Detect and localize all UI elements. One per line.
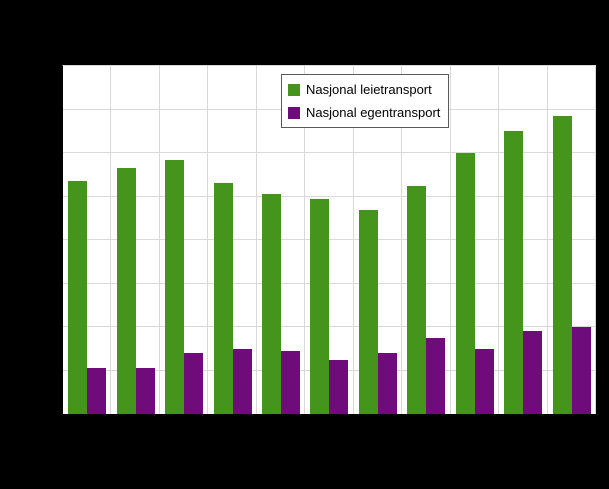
gridline-vertical	[304, 66, 306, 414]
bar-leietransport	[310, 198, 330, 414]
bar-series-container	[63, 66, 596, 414]
bar-group	[63, 66, 111, 414]
bar-group	[208, 66, 256, 414]
bar-group	[451, 66, 499, 414]
gridline-horizontal	[63, 195, 596, 197]
gridline-horizontal	[63, 326, 596, 327]
bar-egentransport	[232, 348, 252, 414]
legend-item-leietransport: Nasjonal leietransport	[288, 78, 440, 101]
legend-swatch-egentransport	[288, 106, 300, 119]
bar-leietransport	[213, 183, 233, 414]
gridline-vertical	[449, 66, 451, 414]
bar-leietransport	[552, 116, 572, 414]
gridline-vertical	[498, 66, 500, 414]
gridline-vertical	[352, 66, 354, 414]
gridline-horizontal	[63, 282, 596, 284]
legend-label-leietransport: Nasjonal leietransport	[306, 82, 432, 97]
bar-leietransport	[455, 153, 475, 414]
bar-leietransport	[504, 131, 524, 414]
bar-egentransport	[87, 368, 107, 414]
gridline-vertical	[595, 66, 596, 414]
bar-group	[257, 66, 305, 414]
legend-swatch-leietransport	[288, 83, 300, 96]
bar-egentransport	[474, 348, 494, 414]
legend: Nasjonal leietransport Nasjonal egentran…	[281, 74, 450, 128]
legend-item-egentransport: Nasjonal egentransport	[288, 101, 440, 124]
bar-group	[499, 66, 547, 414]
gridline-vertical	[255, 66, 257, 414]
bar-egentransport	[184, 353, 204, 414]
bar-leietransport	[407, 185, 427, 414]
bar-group	[111, 66, 159, 414]
bar-group	[305, 66, 353, 414]
bar-egentransport	[281, 350, 301, 414]
bar-egentransport	[426, 337, 446, 414]
gridline-vertical	[158, 66, 160, 414]
gridline-vertical	[401, 66, 403, 414]
bar-leietransport	[358, 209, 378, 414]
bar-egentransport	[377, 353, 397, 414]
bar-egentransport	[329, 359, 349, 414]
bar-egentransport	[523, 331, 543, 414]
bar-leietransport	[68, 181, 88, 414]
gridline-vertical	[207, 66, 209, 414]
bar-egentransport	[135, 368, 155, 414]
bar-group	[160, 66, 208, 414]
bar-group	[548, 66, 596, 414]
legend-label-egentransport: Nasjonal egentransport	[306, 105, 441, 120]
bar-group	[402, 66, 450, 414]
bar-leietransport	[165, 159, 185, 414]
bar-group	[354, 66, 402, 414]
gridline-horizontal	[63, 239, 596, 240]
bar-leietransport	[116, 168, 136, 414]
gridline-horizontal	[63, 152, 596, 153]
bar-egentransport	[571, 327, 591, 414]
gridline-vertical	[546, 66, 548, 414]
bar-leietransport	[262, 194, 282, 414]
gridline-vertical	[110, 66, 112, 414]
